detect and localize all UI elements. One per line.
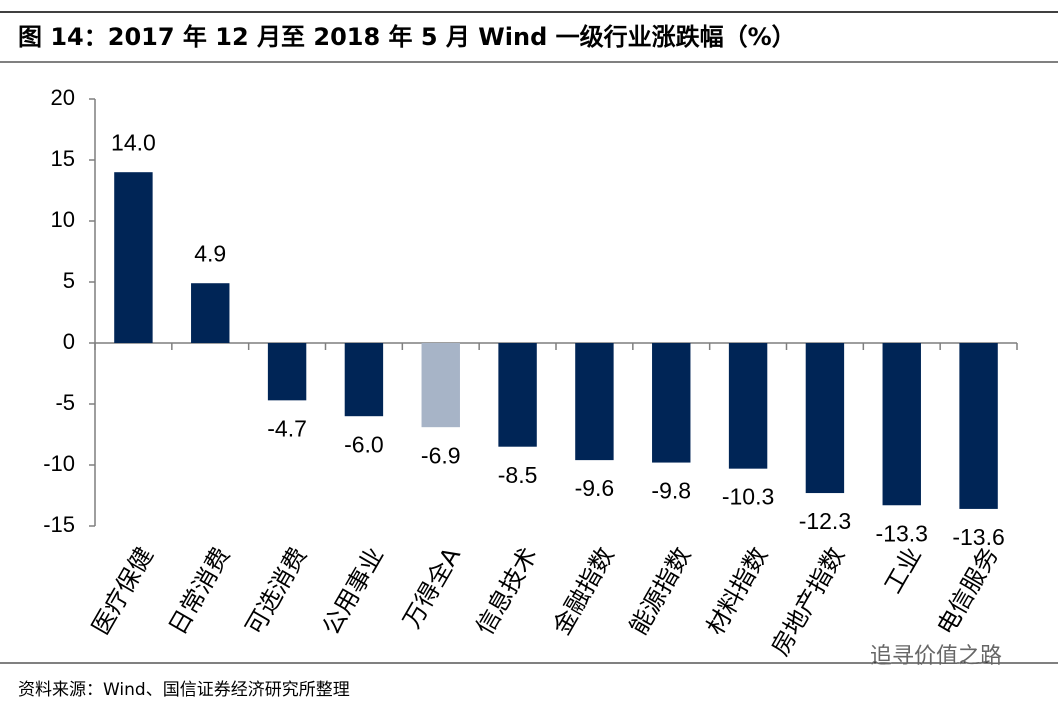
y-tick-label: 10 xyxy=(51,207,75,232)
y-tick-label: -5 xyxy=(55,390,75,415)
bar xyxy=(728,343,768,469)
y-tick-label: -10 xyxy=(43,451,75,476)
x-tick-label: 房地产指数 xyxy=(766,543,850,661)
x-tick-label: 材料指数 xyxy=(701,543,773,640)
bar xyxy=(114,172,153,343)
x-tick-label: 电信服务 xyxy=(932,543,1004,640)
bar xyxy=(805,343,845,494)
x-tick-label: 公用事业 xyxy=(317,543,389,640)
value-label: -9.6 xyxy=(575,475,615,501)
bar xyxy=(959,343,998,509)
x-tick-label: 可选消费 xyxy=(240,543,312,640)
bar xyxy=(344,343,384,417)
y-tick-label: 0 xyxy=(63,329,75,354)
value-label: -8.5 xyxy=(498,462,538,488)
value-label: -9.8 xyxy=(651,478,691,504)
x-tick-label: 医疗保健 xyxy=(86,543,158,640)
value-label: -4.7 xyxy=(267,415,307,441)
bar xyxy=(652,343,691,463)
x-tick-label: 工业 xyxy=(879,543,927,599)
y-tick-label: 20 xyxy=(51,85,75,110)
bar xyxy=(575,343,614,461)
x-tick-label: 信息技术 xyxy=(471,543,543,640)
y-tick-label: 5 xyxy=(63,268,75,293)
value-label: -10.3 xyxy=(722,484,774,510)
value-label: 14.0 xyxy=(111,129,156,155)
watermark: 追寻价值之路 xyxy=(870,644,1002,669)
x-tick-label: 金融指数 xyxy=(547,543,619,640)
bar xyxy=(191,283,230,343)
y-tick-label: -15 xyxy=(43,512,75,537)
bar xyxy=(267,343,307,401)
y-tick-label: 15 xyxy=(51,146,75,171)
value-label: -6.0 xyxy=(344,431,384,457)
x-tick-label: 日常消费 xyxy=(163,543,235,640)
bar xyxy=(882,343,921,506)
value-label: -6.9 xyxy=(421,442,461,468)
value-label: -13.6 xyxy=(952,524,1004,550)
chart-title: 图 14：2017 年 12 月至 2018 年 5 月 Wind 一级行业涨跌… xyxy=(18,23,796,51)
value-label: -12.3 xyxy=(799,508,851,534)
x-tick-label: 能源指数 xyxy=(624,543,696,640)
bar xyxy=(421,343,460,428)
x-tick-label: 万得全A xyxy=(398,542,467,633)
value-label: 4.9 xyxy=(194,240,226,266)
value-label: -13.3 xyxy=(876,520,928,546)
source-note: 资料来源：Wind、国信证券经济研究所整理 xyxy=(18,680,350,700)
bar xyxy=(498,343,537,447)
